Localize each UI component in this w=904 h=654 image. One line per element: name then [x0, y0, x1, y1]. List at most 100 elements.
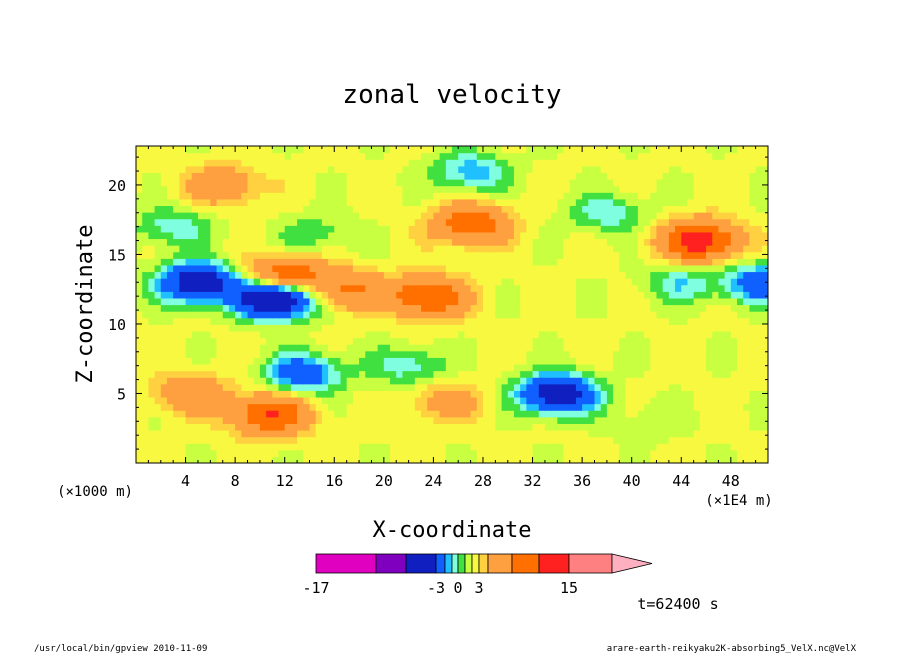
- field-cell: [718, 363, 726, 372]
- field-cell: [706, 159, 713, 167]
- field-cell: [538, 146, 546, 154]
- field-cell: [445, 179, 453, 187]
- field-cell: [575, 198, 583, 207]
- field-cell: [197, 172, 205, 180]
- field-cell: [433, 344, 441, 352]
- field-cell: [755, 449, 763, 457]
- field-cell: [520, 185, 527, 193]
- field-cell: [222, 192, 230, 200]
- field-cell: [575, 225, 583, 233]
- field-cell: [266, 396, 273, 405]
- field-cell: [340, 410, 348, 418]
- field-cell: [557, 337, 565, 345]
- field-cell: [328, 251, 335, 259]
- field-cell: [371, 258, 379, 266]
- field-cell: [222, 344, 230, 352]
- field-cell: [210, 330, 218, 339]
- field-cell: [495, 363, 503, 372]
- field-cell: [352, 423, 360, 431]
- field-cell: [538, 330, 546, 339]
- field-cell: [526, 146, 534, 154]
- field-cell: [526, 456, 534, 463]
- field-cell: [718, 416, 726, 424]
- field-cell: [507, 278, 515, 286]
- field-cell: [761, 205, 768, 213]
- field-cell: [532, 403, 540, 411]
- field-cell: [482, 172, 490, 180]
- field-cell: [433, 370, 441, 378]
- field-cell: [507, 185, 515, 193]
- field-cell: [470, 264, 478, 273]
- field-cell: [359, 251, 366, 259]
- field-cell: [346, 436, 354, 444]
- field-cell: [371, 370, 379, 378]
- field-cell: [390, 165, 397, 174]
- field-cell: [761, 264, 768, 273]
- field-cell: [166, 410, 174, 418]
- field-cell: [575, 159, 583, 167]
- field-cell: [613, 278, 620, 286]
- field-cell: [408, 205, 416, 213]
- field-cell: [730, 383, 738, 391]
- field-cell: [761, 423, 768, 431]
- field-cell: [557, 377, 565, 385]
- field-cell: [253, 258, 261, 266]
- field-cell: [303, 317, 311, 325]
- field-cell: [464, 337, 472, 345]
- field-cell: [321, 344, 329, 352]
- field-cell: [656, 350, 664, 358]
- field-cell: [346, 284, 354, 292]
- field-cell: [613, 363, 620, 372]
- field-cell: [668, 443, 676, 451]
- field-cell: [743, 297, 751, 306]
- field-cell: [247, 383, 255, 391]
- field-cell: [204, 231, 211, 240]
- field-cell: [730, 185, 738, 193]
- field-cell: [668, 396, 676, 405]
- field-cell: [309, 363, 317, 372]
- field-cell: [359, 449, 366, 457]
- field-cell: [173, 317, 180, 325]
- field-cell: [476, 429, 484, 438]
- field-cell: [761, 212, 768, 220]
- field-cell: [538, 179, 546, 187]
- field-cell: [575, 396, 583, 405]
- field-cell: [594, 159, 602, 167]
- field-cell: [476, 264, 484, 273]
- field-cell: [557, 456, 565, 463]
- field-cell: [755, 337, 763, 345]
- field-cell: [408, 192, 416, 200]
- field-cell: [470, 357, 478, 365]
- field-cell: [315, 429, 323, 438]
- field-cell: [352, 396, 360, 405]
- field-cell: [507, 231, 515, 240]
- field-cell: [228, 377, 236, 385]
- field-cell: [328, 410, 335, 418]
- field-cell: [749, 416, 757, 424]
- field-cell: [235, 344, 242, 352]
- field-cell: [699, 159, 707, 167]
- field-cell: [396, 383, 404, 391]
- field-cell: [668, 403, 676, 411]
- field-cell: [526, 192, 534, 200]
- field-cell: [458, 238, 465, 246]
- field-cell: [371, 198, 379, 207]
- field-cell: [495, 423, 503, 431]
- field-cell: [340, 278, 348, 286]
- field-cell: [569, 205, 577, 213]
- field-cell: [445, 423, 453, 431]
- field-cell: [439, 245, 447, 253]
- field-cell: [148, 284, 156, 292]
- field-cell: [464, 449, 472, 457]
- field-cell: [631, 370, 639, 378]
- field-cell: [631, 165, 639, 174]
- field-cell: [755, 370, 763, 378]
- field-cell: [699, 337, 707, 345]
- field-cell: [173, 443, 180, 451]
- field-cell: [637, 264, 645, 273]
- field-cell: [569, 324, 577, 332]
- field-cell: [328, 383, 335, 391]
- field-cell: [532, 179, 540, 187]
- field-cell: [563, 449, 571, 457]
- field-cell: [216, 152, 224, 160]
